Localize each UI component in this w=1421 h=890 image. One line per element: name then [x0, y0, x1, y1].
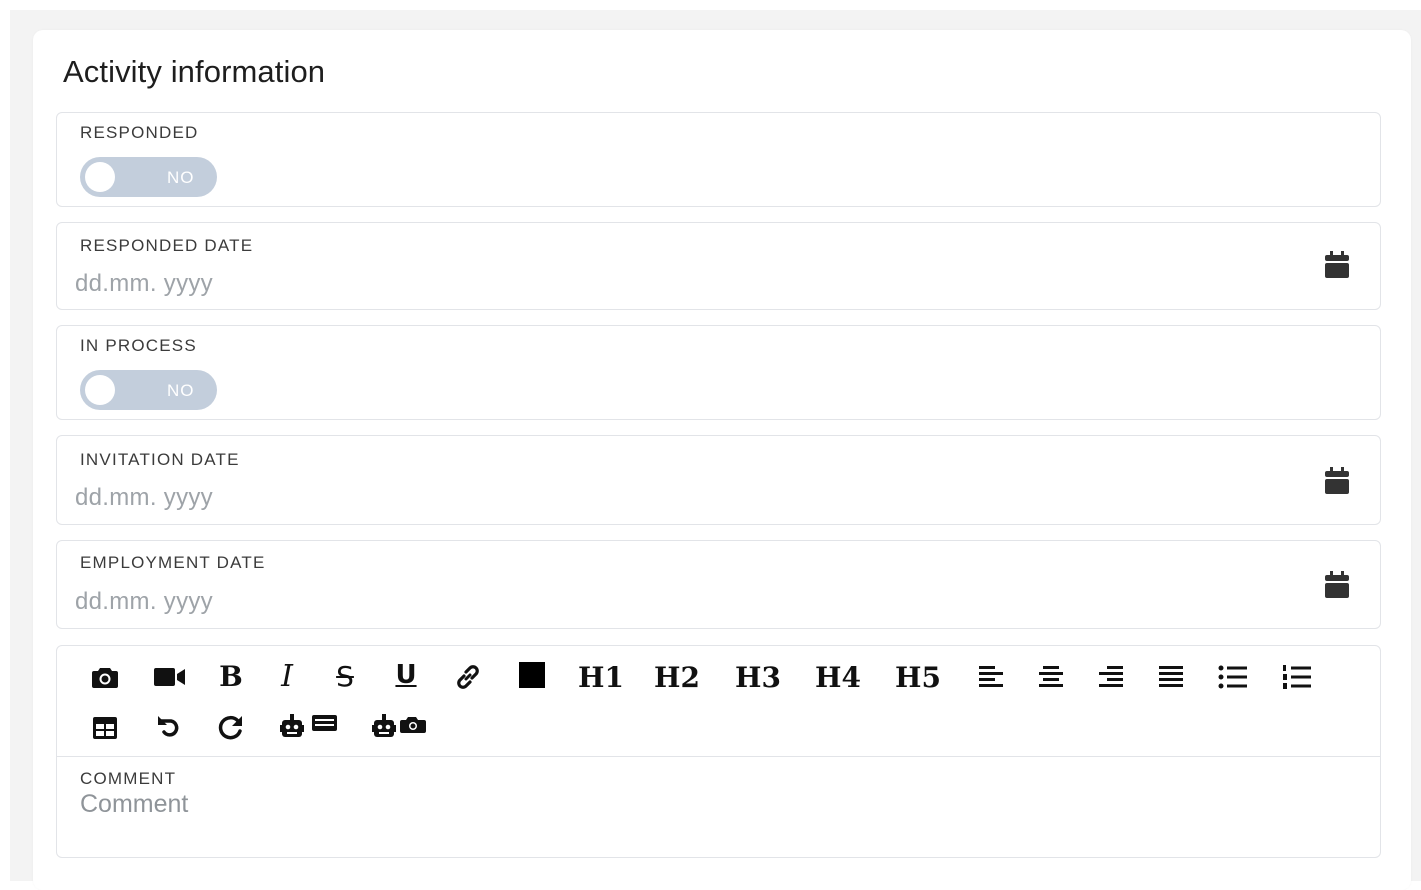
employment-date-field[interactable]: EMPLOYMENT DATE dd.mm. yyyy — [56, 540, 1381, 629]
bold-icon[interactable]: B — [219, 659, 243, 693]
responded-date-label: RESPONDED DATE — [80, 236, 254, 255]
in-process-toggle[interactable]: NO — [80, 370, 217, 410]
italic-icon[interactable]: I — [281, 658, 293, 694]
comment-input[interactable]: Comment — [80, 790, 189, 818]
in-process-field: IN PROCESS NO — [56, 325, 1381, 420]
section-title: Activity information — [63, 54, 326, 89]
employment-date-label: EMPLOYMENT DATE — [80, 553, 266, 572]
invitation-date-field[interactable]: INVITATION DATE dd.mm. yyyy — [56, 435, 1381, 525]
comment-label: COMMENT — [80, 769, 177, 788]
invitation-date-input[interactable]: dd.mm. yyyy — [75, 484, 213, 511]
heading-5-button[interactable]: H5 — [895, 660, 941, 694]
numbered-list-icon[interactable] — [1281, 660, 1313, 694]
in-process-label: IN PROCESS — [80, 336, 197, 355]
ai-image-icon[interactable] — [371, 710, 431, 744]
calendar-icon[interactable] — [1324, 571, 1350, 599]
responded-date-input[interactable]: dd.mm. yyyy — [75, 270, 213, 297]
ai-text-icon[interactable] — [279, 710, 339, 744]
responded-label: RESPONDED — [80, 123, 199, 142]
toggle-knob — [85, 375, 115, 405]
strikethrough-icon[interactable]: S — [336, 659, 354, 693]
camera-icon[interactable] — [90, 660, 120, 694]
bullet-list-icon[interactable] — [1217, 660, 1249, 694]
responded-toggle[interactable]: NO — [80, 157, 217, 197]
toggle-state-text: NO — [167, 381, 195, 400]
toggle-state-text: NO — [167, 168, 195, 187]
align-center-icon[interactable] — [1037, 660, 1065, 694]
responded-field: RESPONDED NO — [56, 112, 1381, 207]
heading-2-button[interactable]: H2 — [654, 660, 700, 694]
toggle-knob — [85, 162, 115, 192]
table-icon[interactable] — [90, 711, 120, 745]
heading-3-button[interactable]: H3 — [735, 660, 781, 694]
comment-editor: B I S U H1 H2 H3 H4 H5 — [56, 645, 1381, 858]
invitation-date-label: INVITATION DATE — [80, 450, 240, 469]
calendar-icon[interactable] — [1324, 467, 1350, 495]
align-left-icon[interactable] — [977, 660, 1005, 694]
align-justify-icon[interactable] — [1157, 660, 1185, 694]
responded-date-field[interactable]: RESPONDED DATE dd.mm. yyyy — [56, 222, 1381, 310]
link-icon[interactable] — [453, 660, 483, 694]
employment-date-input[interactable]: dd.mm. yyyy — [75, 588, 213, 615]
heading-1-button[interactable]: H1 — [578, 660, 624, 694]
align-right-icon[interactable] — [1097, 660, 1125, 694]
undo-icon[interactable] — [153, 711, 183, 745]
heading-4-button[interactable]: H4 — [815, 660, 861, 694]
activity-information-card: Activity information RESPONDED NO RESPON… — [33, 30, 1411, 890]
video-icon[interactable] — [153, 660, 187, 694]
redo-icon[interactable] — [216, 711, 246, 745]
editor-divider — [57, 756, 1380, 757]
underline-icon[interactable]: U — [395, 660, 417, 690]
calendar-icon[interactable] — [1324, 251, 1350, 279]
color-icon[interactable] — [517, 658, 547, 692]
